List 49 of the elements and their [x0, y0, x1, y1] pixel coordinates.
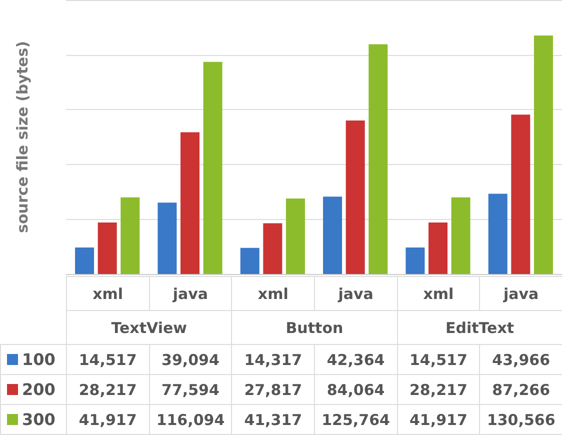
data-label: 84,064	[314, 374, 398, 404]
bar	[180, 132, 200, 274]
bar	[158, 202, 177, 274]
bar	[240, 248, 260, 274]
bar	[451, 197, 470, 274]
data-label: 87,266	[480, 374, 562, 404]
legend-label: 100	[0, 344, 66, 374]
data-label: 41,317	[232, 404, 314, 434]
bar	[203, 62, 222, 274]
bar	[120, 197, 140, 274]
data-label: 116,094	[149, 404, 232, 434]
bar	[75, 247, 94, 274]
data-label: 77,594	[149, 374, 232, 404]
bar	[286, 198, 305, 274]
data-label: 28,217	[66, 374, 150, 404]
data-label: 14,517	[397, 344, 480, 374]
data-label: 14,517	[66, 344, 150, 374]
bar	[346, 120, 365, 274]
data-label: 125,764	[314, 404, 398, 434]
data-label: 42,364	[314, 344, 398, 374]
bar	[488, 194, 508, 274]
data-label: 43,966	[480, 344, 562, 374]
x-tick-label: java	[314, 276, 398, 310]
bar	[98, 222, 117, 274]
data-label: 14,317	[232, 344, 314, 374]
x-tick-label: xml	[397, 276, 480, 310]
legend-label: 200	[0, 374, 66, 404]
x-tick-label: xml	[66, 276, 150, 310]
data-label: 27,817	[232, 374, 314, 404]
data-label: 39,094	[149, 344, 232, 374]
data-label: 130,566	[480, 404, 562, 434]
bar	[511, 114, 530, 274]
bar	[534, 36, 553, 274]
text: EditText	[397, 310, 562, 344]
data-label: 41,917	[397, 404, 480, 434]
data-label: 41,917	[66, 404, 150, 434]
x-tick-label: java	[480, 276, 562, 310]
bar	[368, 44, 388, 274]
bar	[323, 196, 342, 274]
bar	[263, 223, 282, 274]
x-tick-label: java	[149, 276, 232, 310]
y-axis-title: source file size (bytes)	[14, 41, 32, 233]
text: Button	[232, 310, 398, 344]
x-tick-label: xml	[232, 276, 314, 310]
bar	[406, 247, 425, 274]
legend-label: 300	[0, 404, 66, 434]
bar	[428, 222, 448, 274]
data-label: 28,217	[397, 374, 480, 404]
text: TextView	[66, 310, 232, 344]
